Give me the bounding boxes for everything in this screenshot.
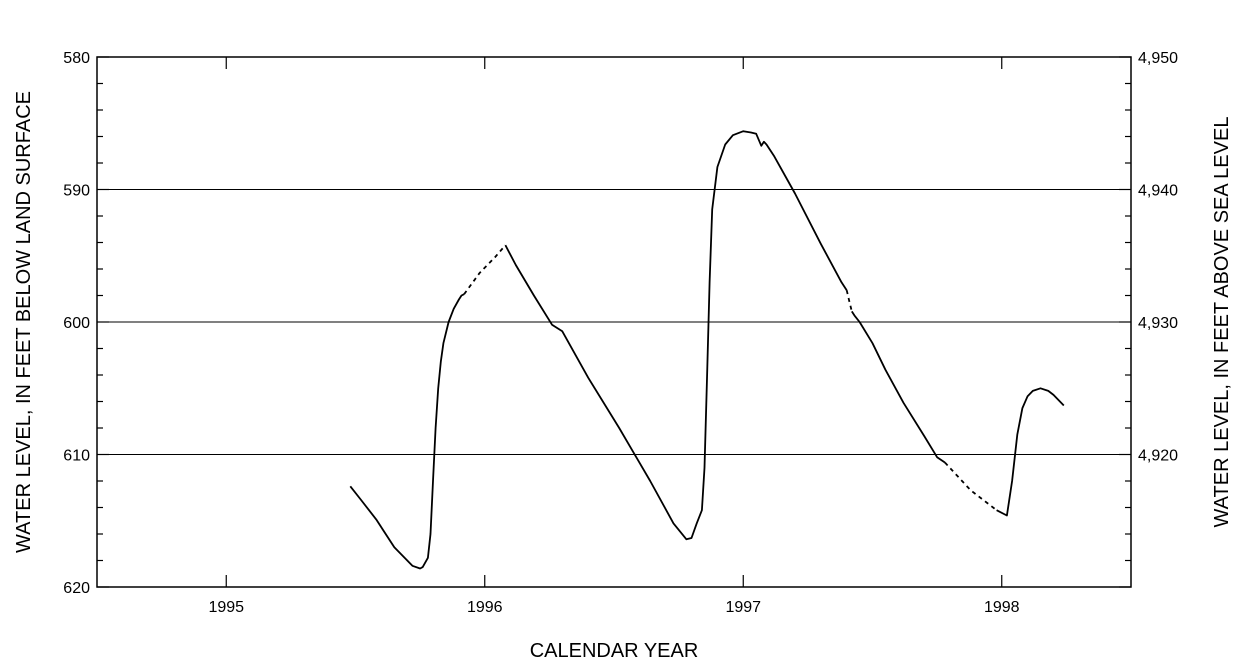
x-tick-label-1996: 1996 (467, 599, 503, 616)
y-tick-label-610: 610 (63, 448, 90, 465)
y2-tick-label-4950: 4,950 (1138, 50, 1178, 67)
y-tick-label-590: 590 (63, 183, 90, 200)
series-segment-3-solid (504, 130, 848, 541)
y2-tick-label-4930: 4,930 (1138, 315, 1178, 332)
x-tick-label-1995: 1995 (208, 599, 244, 616)
y-axis-title-left: WATER LEVEL, IN FEET BELOW LAND SURFACE (13, 91, 35, 553)
y-tick-label-600: 600 (63, 315, 90, 332)
series-segment-1-solid (349, 293, 465, 570)
series-segment-6-dashed (944, 461, 998, 511)
series-segment-5-solid (851, 310, 946, 464)
axis-ticks (97, 56, 1131, 588)
x-axis-title: CALENDAR YEAR (530, 640, 699, 662)
water-level-series (349, 130, 1065, 570)
y-tick-label-620: 620 (63, 580, 90, 597)
y-tick-label-580: 580 (63, 50, 90, 67)
tick-labels: 580 590 600 610 620 4,950 4,940 4,930 4,920 1995 1… (63, 50, 1178, 616)
series-segment-4-dashed (845, 289, 853, 312)
y-axis-title-right: WATER LEVEL, IN FEET ABOVE SEA LEVEL (1211, 117, 1233, 528)
gridlines (97, 189, 1131, 455)
y2-tick-label-4940: 4,940 (1138, 183, 1178, 200)
series-segment-2-dashed (463, 244, 507, 295)
series-segment-7-solid (996, 387, 1065, 517)
x-tick-label-1998: 1998 (984, 599, 1020, 616)
x-tick-label-1997: 1997 (725, 599, 761, 616)
y2-tick-label-4920: 4,920 (1138, 448, 1178, 465)
